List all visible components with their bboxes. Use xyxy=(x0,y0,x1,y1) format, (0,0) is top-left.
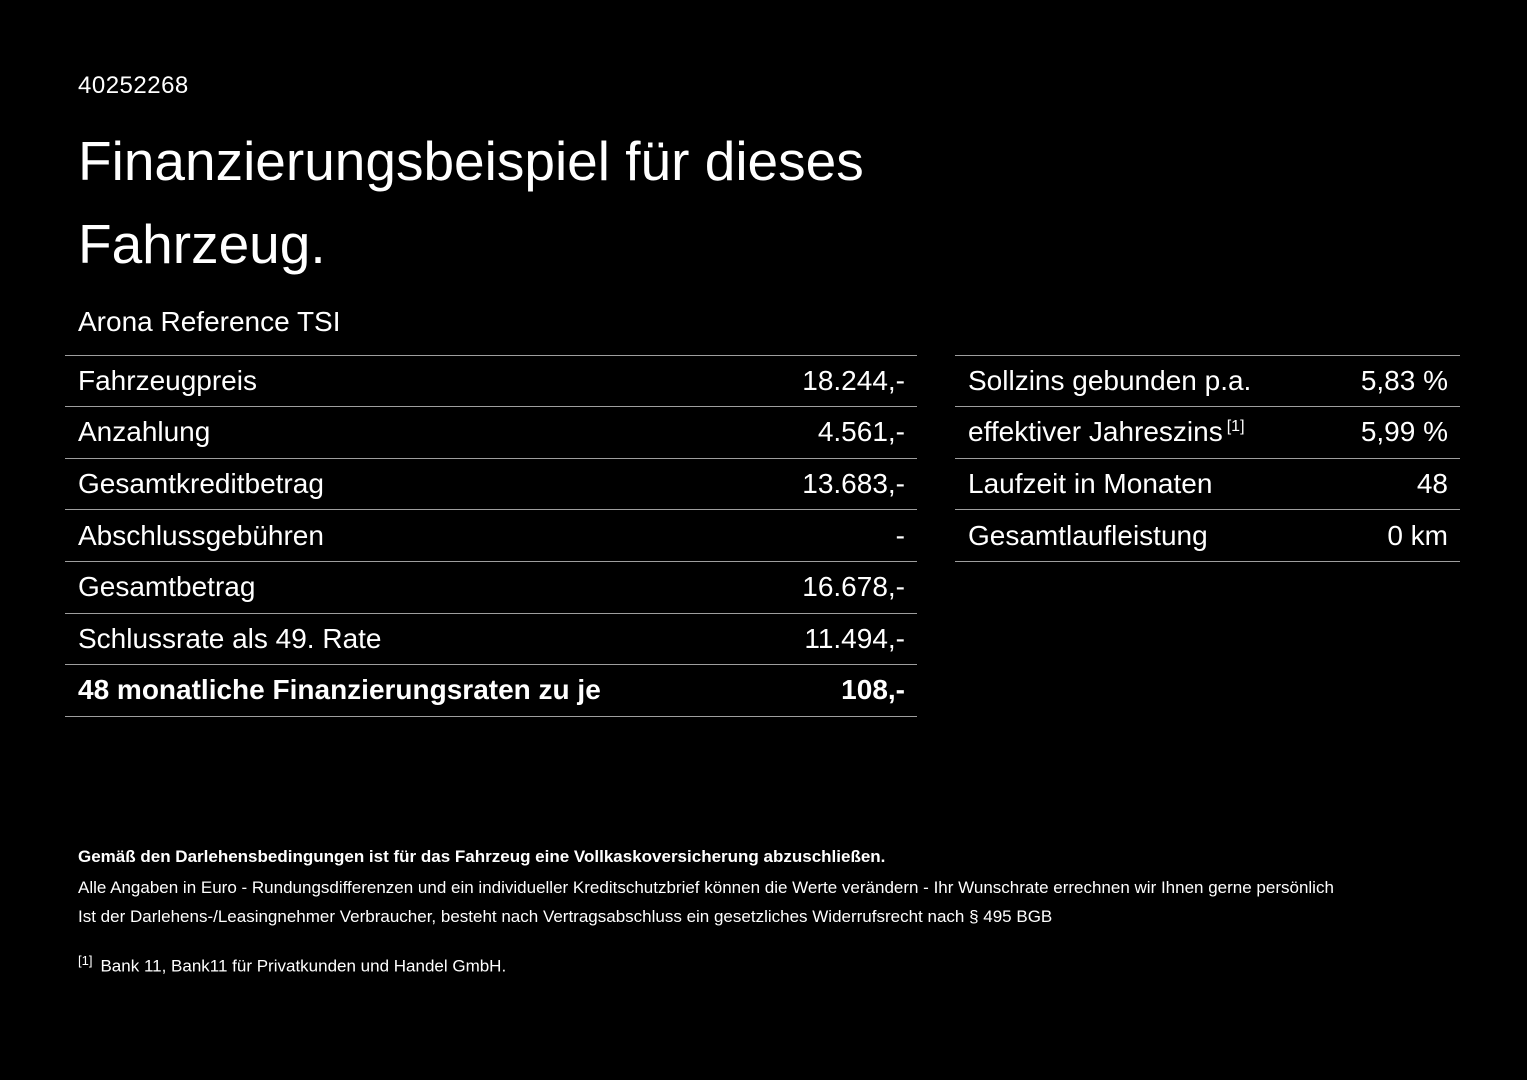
row-value: 4.561,- xyxy=(817,416,905,448)
document-id: 40252268 xyxy=(78,72,189,99)
footer-note-euro: Alle Angaben in Euro - Rundungsdifferenz… xyxy=(78,878,1334,897)
footer-note-insurance: Gemäß den Darlehensbedingungen ist für d… xyxy=(78,847,886,866)
footer-note-widerruf: Ist der Darlehens-/Leasingnehmer Verbrau… xyxy=(78,907,1053,926)
table-row-gesamtbetrag: Gesamtbetrag 16.678,- xyxy=(65,560,917,613)
row-label: Fahrzeugpreis xyxy=(78,364,257,396)
footnote-text: Bank 11, Bank11 für Privatkunden und Han… xyxy=(100,956,507,976)
footnote-marker: [1] xyxy=(78,953,93,968)
table-row-gesamtlaufleistung: Gesamtlaufleistung 0 km xyxy=(955,509,1460,561)
page-title: Finanzierungsbeispiel für dieses Fahrzeu… xyxy=(78,130,864,275)
row-value: 5,99 % xyxy=(1360,416,1448,448)
row-value: 5,83 % xyxy=(1360,364,1448,396)
row-label: Anzahlung xyxy=(78,416,211,448)
row-value: 11.494,- xyxy=(804,622,905,654)
row-label: effektiver Jahreszins [1] xyxy=(968,416,1245,448)
table-row-abschlussgebuehren: Abschlussgebühren - xyxy=(65,509,917,561)
table-row-monatsraten: 48 monatliche Finanzierungsraten zu je 1… xyxy=(65,664,917,716)
row-value: 48 xyxy=(1416,468,1448,500)
row-label: Sollzins gebunden p.a. xyxy=(968,364,1252,396)
table-row-anzahlung: Anzahlung 4.561,- xyxy=(65,406,917,458)
financing-table-left: Fahrzeugpreis 18.244,- Anzahlung 4.561,-… xyxy=(65,354,917,717)
row-label: Abschlussgebühren xyxy=(78,519,324,551)
footer-notes: Gemäß den Darlehensbedingungen ist für d… xyxy=(78,842,1458,981)
row-label: Schlussrate als 49. Rate xyxy=(78,622,382,654)
table-row-laufzeit: Laufzeit in Monaten 48 xyxy=(955,457,1460,510)
row-value: 18.244,- xyxy=(802,364,905,396)
vehicle-name: Arona Reference TSI xyxy=(78,306,341,337)
row-value: - xyxy=(895,519,905,551)
footnote-bank: [1] Bank 11, Bank11 für Privatkunden und … xyxy=(78,946,1458,981)
table-row-effektiver-jahreszins: effektiver Jahreszins [1] 5,99 % xyxy=(955,406,1460,458)
financing-tables: Fahrzeugpreis 18.244,- Anzahlung 4.561,-… xyxy=(65,354,1462,717)
row-label: Gesamtlaufleistung xyxy=(968,519,1208,551)
row-value: 108,- xyxy=(841,674,905,706)
row-value: 0 km xyxy=(1387,519,1448,551)
row-label-text: effektiver Jahreszins xyxy=(968,416,1223,448)
row-value: 16.678,- xyxy=(802,571,905,603)
row-label: Gesamtkreditbetrag xyxy=(78,468,324,500)
row-label: Laufzeit in Monaten xyxy=(968,468,1213,500)
table-row-schlussrate: Schlussrate als 49. Rate 11.494,- xyxy=(65,612,917,665)
row-label: Gesamtbetrag xyxy=(78,571,256,603)
row-label: 48 monatliche Finanzierungsraten zu je xyxy=(78,674,601,706)
footnote-ref: [1] xyxy=(1226,418,1245,436)
row-value: 13.683,- xyxy=(802,468,905,500)
table-row-fahrzeugpreis: Fahrzeugpreis 18.244,- xyxy=(65,354,917,407)
financing-table-right: Sollzins gebunden p.a. 5,83 % effektiver… xyxy=(955,354,1460,562)
table-row-sollzins: Sollzins gebunden p.a. 5,83 % xyxy=(955,354,1460,407)
table-row-gesamtkreditbetrag: Gesamtkreditbetrag 13.683,- xyxy=(65,457,917,510)
